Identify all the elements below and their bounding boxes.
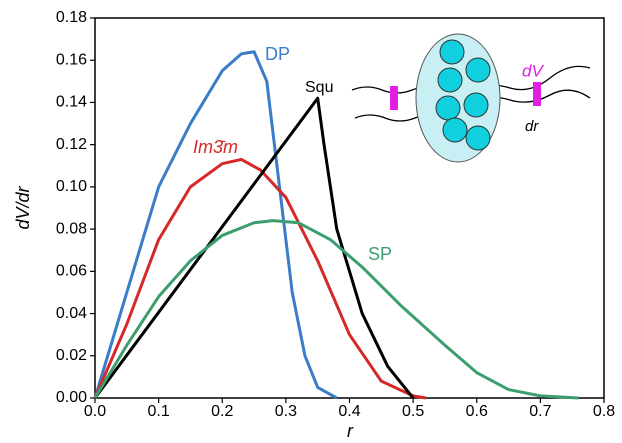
y-tick-label: 0.08 bbox=[56, 220, 87, 237]
y-tick-label: 0.02 bbox=[56, 347, 87, 364]
y-tick-label: 0.04 bbox=[56, 305, 87, 322]
inset-label: dV bbox=[522, 61, 544, 80]
series-line bbox=[93, 157, 427, 400]
series-label: Squ bbox=[305, 79, 333, 96]
bead bbox=[465, 125, 491, 151]
series-line bbox=[93, 219, 579, 400]
x-tick-label: 0.4 bbox=[338, 403, 360, 420]
bead bbox=[439, 39, 465, 65]
series-label: Im3̄m bbox=[193, 137, 238, 157]
bead bbox=[435, 95, 461, 121]
y-tick-label: 0.14 bbox=[56, 94, 87, 111]
y-tick-label: 0.10 bbox=[56, 178, 87, 195]
series-line bbox=[93, 50, 338, 400]
x-tick-label: 0.2 bbox=[211, 403, 233, 420]
x-tick-label: 0.1 bbox=[148, 403, 170, 420]
y-tick-label: 0.18 bbox=[56, 9, 87, 26]
series-line bbox=[93, 96, 415, 399]
bead bbox=[437, 67, 463, 93]
x-tick-label: 0.0 bbox=[84, 403, 106, 420]
bead bbox=[463, 92, 489, 118]
bead bbox=[442, 117, 468, 143]
x-axis-label: r bbox=[347, 421, 354, 441]
x-tick-label: 0.8 bbox=[593, 403, 615, 420]
series-label: SP bbox=[368, 244, 392, 264]
volume-element bbox=[533, 82, 541, 106]
y-tick-label: 0.16 bbox=[56, 51, 87, 68]
y-axis-label: dV/dr bbox=[13, 185, 33, 229]
x-tick-label: 0.6 bbox=[466, 403, 488, 420]
x-tick-label: 0.5 bbox=[402, 403, 424, 420]
y-tick-label: 0.06 bbox=[56, 263, 87, 280]
x-tick-label: 0.7 bbox=[529, 403, 551, 420]
bead bbox=[465, 57, 491, 83]
series-label: DP bbox=[265, 44, 290, 64]
y-tick-label: 0.00 bbox=[56, 389, 87, 406]
y-tick-label: 0.12 bbox=[56, 136, 87, 153]
volume-element bbox=[390, 86, 398, 110]
inset: dV dr bbox=[351, 33, 591, 163]
x-tick-label: 0.3 bbox=[275, 403, 297, 420]
inset-label: dr bbox=[525, 118, 539, 135]
